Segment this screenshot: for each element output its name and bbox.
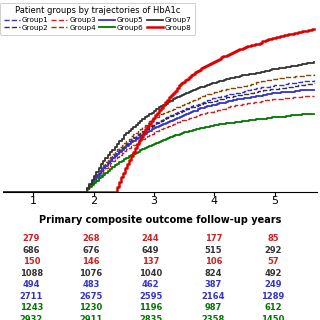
Text: 2675: 2675 [79,292,103,301]
Text: 1196: 1196 [139,303,162,312]
Text: 249: 249 [264,280,282,289]
Text: 2: 2 [90,196,97,206]
Text: 150: 150 [23,257,40,266]
Text: 1040: 1040 [139,269,162,278]
Text: 2911: 2911 [79,315,103,320]
Text: 649: 649 [142,246,159,255]
Text: 2932: 2932 [20,315,43,320]
Text: 824: 824 [204,269,222,278]
Text: 3: 3 [150,196,157,206]
Text: 1230: 1230 [79,303,103,312]
Text: 2835: 2835 [139,315,162,320]
Text: 515: 515 [204,246,222,255]
Text: 676: 676 [82,246,100,255]
Text: 2164: 2164 [202,292,225,301]
Text: 1076: 1076 [79,269,103,278]
Text: 462: 462 [142,280,159,289]
Text: 494: 494 [23,280,40,289]
Text: 1: 1 [30,196,37,206]
Text: 483: 483 [82,280,100,289]
Text: 5: 5 [271,196,278,206]
Text: 268: 268 [82,234,100,243]
Text: 137: 137 [142,257,159,266]
Text: 2711: 2711 [20,292,43,301]
Text: 57: 57 [267,257,279,266]
Text: 686: 686 [23,246,40,255]
Text: Primary composite outcome follow-up years: Primary composite outcome follow-up year… [39,215,281,225]
Text: 292: 292 [264,246,282,255]
Text: 1243: 1243 [20,303,43,312]
Legend: Group1, Group2, Group3, Group4, Group5, Group6, Group7, Group8: Group1, Group2, Group3, Group4, Group5, … [0,3,195,35]
Text: 4: 4 [211,196,218,206]
Text: 492: 492 [264,269,282,278]
Text: 1450: 1450 [261,315,284,320]
Text: 85: 85 [267,234,279,243]
Text: 106: 106 [204,257,222,266]
Text: 244: 244 [142,234,159,243]
Text: 1088: 1088 [20,269,43,278]
Text: 387: 387 [205,280,222,289]
Text: 146: 146 [82,257,100,266]
Text: 987: 987 [205,303,222,312]
Text: 2358: 2358 [202,315,225,320]
Text: 612: 612 [264,303,282,312]
Text: 177: 177 [204,234,222,243]
Text: 2595: 2595 [139,292,162,301]
Text: 279: 279 [23,234,40,243]
Text: 1289: 1289 [261,292,284,301]
